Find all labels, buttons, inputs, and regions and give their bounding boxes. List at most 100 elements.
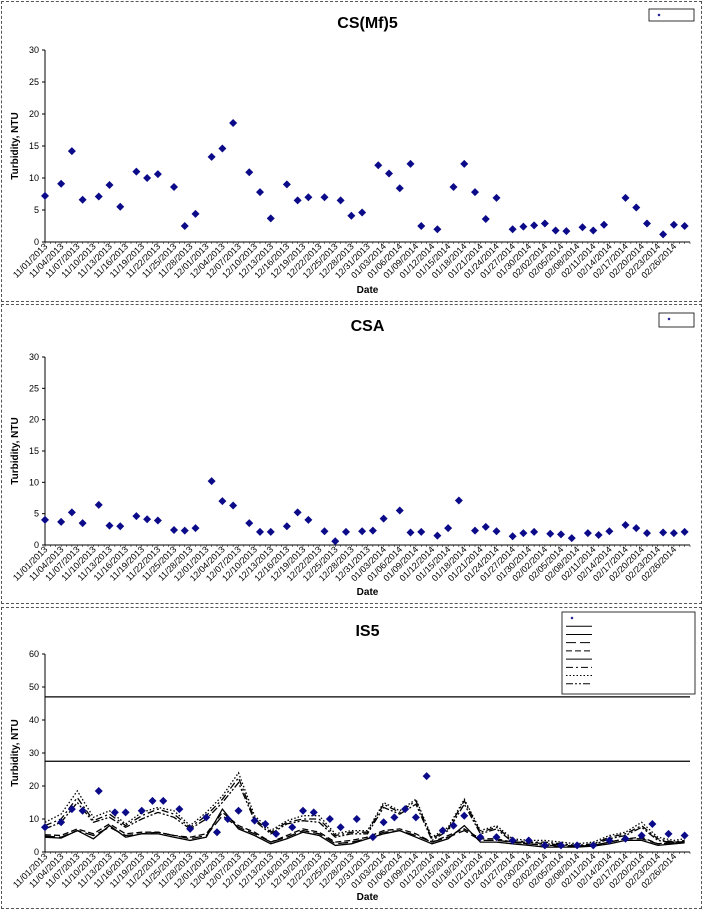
data-point bbox=[207, 477, 216, 486]
data-point bbox=[492, 527, 501, 536]
data-point bbox=[417, 222, 426, 230]
data-point bbox=[374, 161, 383, 170]
data-point bbox=[385, 169, 393, 178]
data-point bbox=[191, 524, 200, 533]
legend-marker bbox=[657, 13, 661, 17]
data-point bbox=[207, 152, 216, 161]
y-tick-label: 0 bbox=[34, 237, 39, 247]
data-point bbox=[293, 508, 302, 517]
data-point bbox=[594, 530, 603, 539]
data-point bbox=[395, 506, 404, 515]
data-point bbox=[325, 815, 334, 823]
data-point bbox=[395, 184, 404, 193]
y-tick-label: 30 bbox=[29, 352, 39, 362]
x-axis-label: Date bbox=[357, 587, 379, 598]
data-point bbox=[67, 147, 76, 156]
data-point bbox=[530, 527, 539, 536]
data-point bbox=[94, 192, 103, 201]
data-point bbox=[422, 772, 431, 781]
y-tick-label: 0 bbox=[34, 540, 39, 550]
y-axis-label: Turbidity, NTU bbox=[10, 112, 21, 179]
data-point bbox=[266, 214, 275, 223]
legend-marker bbox=[570, 616, 574, 620]
data-point bbox=[379, 818, 388, 827]
y-tick-label: 5 bbox=[34, 509, 39, 519]
data-point bbox=[175, 805, 184, 814]
data-point bbox=[202, 813, 211, 822]
data-point bbox=[551, 226, 560, 235]
data-point bbox=[67, 805, 76, 814]
data-point bbox=[589, 841, 598, 850]
y-tick-label: 25 bbox=[29, 383, 39, 393]
data-point bbox=[406, 528, 415, 537]
y-tick-label: 20 bbox=[29, 109, 39, 119]
data-point bbox=[492, 833, 501, 842]
data-point bbox=[121, 808, 130, 817]
data-point bbox=[218, 497, 227, 506]
data-point bbox=[680, 831, 689, 840]
data-point bbox=[170, 182, 178, 191]
data-point bbox=[481, 522, 490, 531]
data-point bbox=[320, 193, 329, 202]
data-point bbox=[320, 527, 329, 536]
y-tick-label: 40 bbox=[29, 715, 39, 725]
data-point bbox=[309, 808, 318, 817]
series-line bbox=[44, 776, 685, 847]
data-point bbox=[454, 496, 463, 505]
data-point bbox=[347, 211, 356, 220]
data-point bbox=[132, 167, 141, 176]
y-tick-label: 5 bbox=[34, 205, 39, 215]
data-point bbox=[492, 193, 501, 202]
data-point bbox=[170, 525, 178, 534]
data-point bbox=[261, 819, 270, 828]
data-point bbox=[299, 806, 307, 815]
data-point bbox=[153, 170, 162, 179]
legend-box bbox=[658, 312, 695, 328]
data-point bbox=[573, 841, 582, 850]
data-point bbox=[336, 823, 345, 832]
data-point bbox=[191, 209, 200, 218]
data-point bbox=[229, 118, 238, 127]
data-point bbox=[110, 808, 119, 817]
data-point bbox=[508, 532, 517, 541]
y-tick-label: 30 bbox=[29, 748, 39, 758]
y-tick-label: 30 bbox=[29, 45, 39, 55]
data-point bbox=[605, 527, 614, 536]
data-point bbox=[562, 227, 571, 236]
data-point bbox=[67, 508, 76, 517]
data-point bbox=[379, 514, 388, 523]
data-point bbox=[282, 180, 291, 189]
data-point bbox=[234, 806, 243, 815]
data-point bbox=[159, 796, 168, 805]
data-point bbox=[358, 208, 367, 217]
data-point bbox=[256, 188, 264, 197]
data-point bbox=[358, 527, 367, 536]
data-point bbox=[449, 182, 458, 191]
data-point bbox=[508, 836, 517, 845]
y-tick-label: 50 bbox=[29, 682, 39, 692]
data-point bbox=[256, 527, 264, 536]
data-point bbox=[530, 221, 539, 230]
data-point bbox=[342, 527, 350, 536]
data-point bbox=[680, 222, 689, 230]
chart-panel-csmf5: CS(Mf)5 0 5 10 15 20 25 30 11/01/2013 11/04/2013 1… bbox=[1, 1, 702, 302]
data-point bbox=[41, 515, 49, 524]
data-point bbox=[186, 824, 195, 833]
data-point bbox=[659, 230, 668, 239]
data-point bbox=[546, 529, 555, 538]
data-point bbox=[643, 529, 651, 538]
data-point bbox=[406, 159, 415, 168]
data-point bbox=[605, 836, 614, 845]
data-point bbox=[245, 168, 254, 177]
data-point bbox=[444, 524, 453, 533]
data-point bbox=[524, 836, 533, 845]
data-point bbox=[433, 225, 442, 234]
data-point bbox=[567, 534, 576, 543]
data-point bbox=[105, 181, 114, 190]
y-tick-label: 20 bbox=[29, 781, 39, 791]
data-point bbox=[304, 193, 313, 202]
data-point bbox=[153, 516, 162, 525]
data-point bbox=[433, 531, 442, 540]
data-point bbox=[229, 501, 238, 510]
